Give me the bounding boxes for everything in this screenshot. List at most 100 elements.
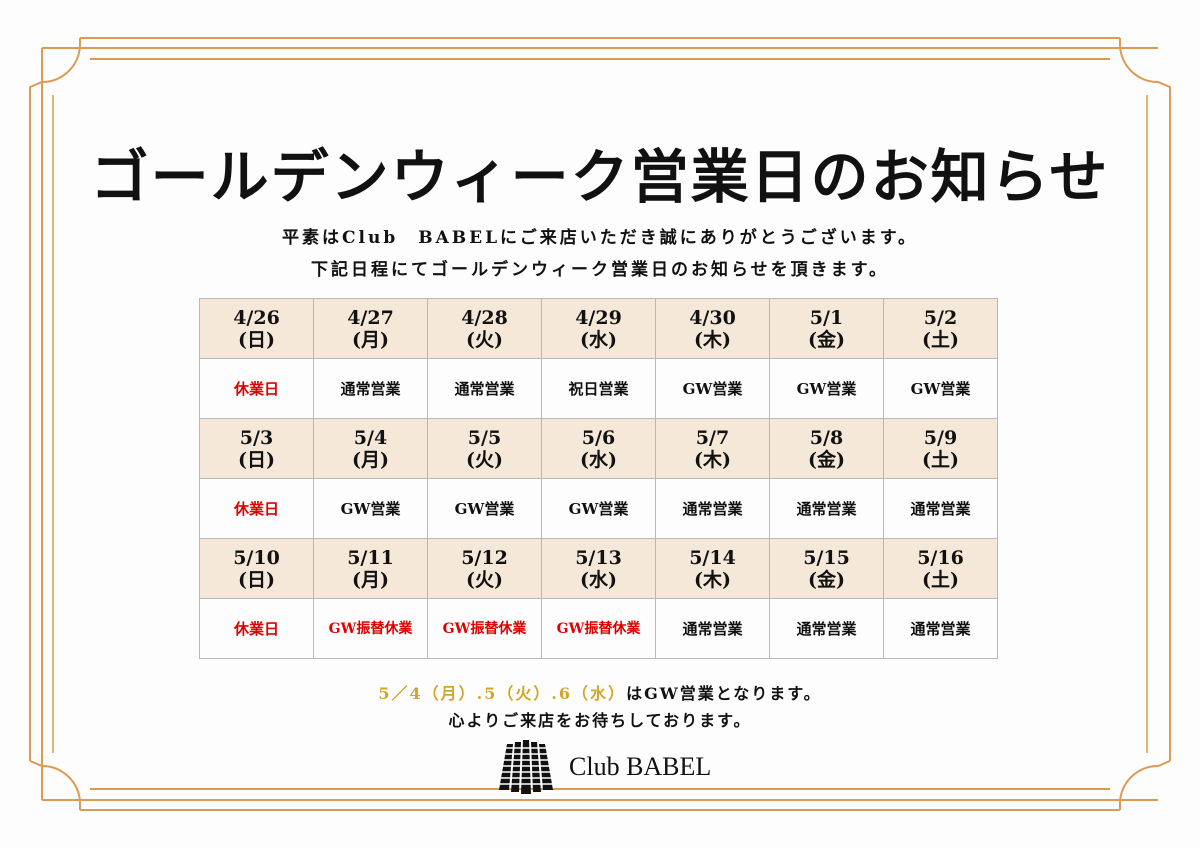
date-cell: 5/11 (月) [313, 538, 428, 599]
date-cell: 5/1 (金) [769, 298, 884, 359]
date-row: 5/3 (日) 5/4 (月) 5/5 (火) 5/6 (水) 5/7 (木) 5/8 (金) 5/9(… [199, 418, 998, 479]
day-of-week: (日) [238, 448, 275, 471]
date-cell: 5/15 (金) [769, 538, 884, 599]
intro-line-1: 平素はClub BABELにご来店いただき誠にありがとうございます。 [281, 228, 919, 248]
status-row: 休業日 GW振替休業 GW振替休業 GW振替休業 通常営業 通常営業 通常営業 [199, 598, 998, 659]
date-cell: 4/30 (木) [655, 298, 770, 359]
date-cell: 4/28 (火) [427, 298, 542, 359]
babel-tower-logo-icon [497, 740, 555, 794]
date: 5/5 [467, 426, 502, 449]
status-cell: 休業日 [199, 358, 314, 419]
day-of-week: (土) [922, 568, 959, 591]
schedule-table: 4/26 (日) 4/27 (月) 4/28 (火) 4/29 (水) 4/30 (木) 5/1 (金… [199, 298, 998, 659]
logo-text: Club BABEL [569, 752, 712, 781]
day-of-week: (月) [352, 328, 389, 351]
status-row: 休業日 GW営業 GW営業 GW営業 通常営業 通常営業 通常営業 [199, 478, 998, 539]
status-cell: 休業日 [199, 598, 314, 659]
date: 5/3 [239, 426, 274, 449]
status-cell: GW営業 [313, 478, 428, 539]
day-of-week: (金) [808, 448, 845, 471]
date: 4/30 [689, 306, 736, 329]
status-cell: 通常営業 [655, 478, 770, 539]
date: 5/1 [809, 306, 844, 329]
status-cell: GW振替休業 [313, 598, 428, 659]
date: 4/26 [233, 306, 280, 329]
day-of-week: (火) [466, 328, 503, 351]
status-cell: GW振替休業 [427, 598, 542, 659]
day-of-week: (月) [352, 448, 389, 471]
status-cell: GW営業 [655, 358, 770, 419]
date-row: 5/10 (日) 5/11 (月) 5/12 (火) 5/13 (水) 5/14 (木) 5/15(… [199, 538, 998, 599]
day-of-week: (土) [922, 328, 959, 351]
gw-note-text: はGW営業となります。 [626, 684, 822, 703]
day-of-week: (日) [238, 568, 275, 591]
day-of-week: (土) [922, 448, 959, 471]
date-cell: 5/5 (火) [427, 418, 542, 479]
date-cell: 5/12 (火) [427, 538, 542, 599]
date-cell: 5/7 (木) [655, 418, 770, 479]
status-cell: 祝日営業 [541, 358, 656, 419]
date-cell: 5/3 (日) [199, 418, 314, 479]
date-cell: 5/8 (金) [769, 418, 884, 479]
date-cell: 4/26 (日) [199, 298, 314, 359]
date: 4/29 [575, 306, 622, 329]
day-of-week: (金) [808, 568, 845, 591]
date: 5/9 [923, 426, 958, 449]
gw-note: 5／4（月）.5（火）.6（水）はGW営業となります。 [0, 680, 1200, 704]
date-cell: 5/16 (土) [883, 538, 998, 599]
status-cell: 通常営業 [769, 598, 884, 659]
status-cell: GW営業 [883, 358, 998, 419]
status-cell: 通常営業 [655, 598, 770, 659]
date-row: 4/26 (日) 4/27 (月) 4/28 (火) 4/29 (水) 4/30 (木) 5/1 (金… [199, 298, 998, 359]
date-cell: 5/10 (日) [199, 538, 314, 599]
status-cell: 通常営業 [427, 358, 542, 419]
date-cell: 5/14 (木) [655, 538, 770, 599]
status-cell: GW営業 [541, 478, 656, 539]
club-logo: Club BABEL [497, 738, 711, 796]
status-cell: GW営業 [427, 478, 542, 539]
date: 5/10 [233, 546, 280, 569]
status-row: 休業日 通常営業 通常営業 祝日営業 GW営業 GW営業 GW営業 [199, 358, 998, 419]
day-of-week: (水) [580, 328, 617, 351]
date: 4/28 [461, 306, 508, 329]
day-of-week: (火) [466, 568, 503, 591]
day-of-week: (水) [580, 448, 617, 471]
date: 5/12 [461, 546, 508, 569]
date-cell: 4/27 (月) [313, 298, 428, 359]
status-cell: 通常営業 [883, 598, 998, 659]
gw-dates: 5／4（月）.5（火）.6（水） [378, 684, 627, 703]
date: 5/7 [695, 426, 730, 449]
day-of-week: (木) [694, 328, 731, 351]
day-of-week: (木) [694, 568, 731, 591]
intro-line-2: 下記日程にてゴールデンウィーク営業日のお知らせを頂きます。 [311, 260, 889, 280]
date: 5/11 [347, 546, 394, 569]
date: 4/27 [347, 306, 394, 329]
day-of-week: (木) [694, 448, 731, 471]
day-of-week: (水) [580, 568, 617, 591]
status-cell: GW振替休業 [541, 598, 656, 659]
day-of-week: (金) [808, 328, 845, 351]
date-cell: 5/4 (月) [313, 418, 428, 479]
date-cell: 5/13 (水) [541, 538, 656, 599]
date: 5/13 [575, 546, 622, 569]
date: 5/15 [803, 546, 850, 569]
status-cell: 通常営業 [769, 478, 884, 539]
status-cell: 休業日 [199, 478, 314, 539]
day-of-week: (火) [466, 448, 503, 471]
date: 5/14 [689, 546, 736, 569]
date: 5/6 [581, 426, 616, 449]
status-cell: 通常営業 [883, 478, 998, 539]
day-of-week: (日) [238, 328, 275, 351]
status-cell: GW営業 [769, 358, 884, 419]
date: 5/4 [353, 426, 388, 449]
date-cell: 5/6 (水) [541, 418, 656, 479]
date: 5/8 [809, 426, 844, 449]
page-title: ゴールデンウィーク営業日のお知らせ [90, 143, 1110, 211]
day-of-week: (月) [352, 568, 389, 591]
closing-note: 心よりご来店をお待ちしております。 [448, 711, 752, 730]
date-cell: 4/29 (水) [541, 298, 656, 359]
date-cell: 5/2 (土) [883, 298, 998, 359]
date: 5/2 [923, 306, 958, 329]
